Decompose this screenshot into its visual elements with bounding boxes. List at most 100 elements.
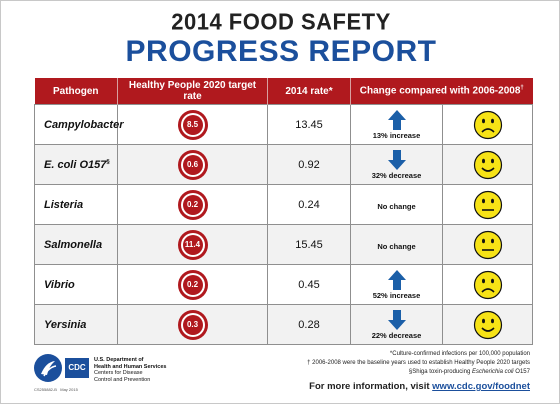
target-cell: 0.3 xyxy=(117,304,268,345)
pathogen-name: Campylobacter xyxy=(44,118,124,131)
pathogen-name: Vibrio xyxy=(44,278,75,291)
column-header-pathogen: Pathogen xyxy=(34,78,118,105)
dept-line-3: Centers for Disease xyxy=(94,370,143,376)
publication-code: CS255882-B May 2015 xyxy=(34,387,78,392)
footnote-3-suffix: O157 xyxy=(513,369,530,375)
title-line-1: 2014 FOOD SAFETY xyxy=(171,8,391,35)
target-rate: 0.2 xyxy=(182,274,203,295)
rate-cell: 13.45 xyxy=(267,104,351,145)
footnote-3-prefix: §Shiga toxin-producing xyxy=(408,369,472,375)
target-icon: 8.5 xyxy=(177,109,208,140)
neutral-face-icon xyxy=(473,190,502,219)
column-header-change-label: Change compared with 2006-2008 xyxy=(359,85,521,97)
pathogen-cell: Listeria xyxy=(34,184,118,225)
rate-cell: 0.28 xyxy=(267,304,351,345)
pathogen-cell: Campylobacter xyxy=(34,104,123,145)
foodnet-link[interactable]: www.cdc.gov/foodnet xyxy=(432,381,530,392)
hhs-logo-icon xyxy=(34,354,62,382)
target-cell: 0.2 xyxy=(117,264,268,305)
change-text: No change xyxy=(377,241,416,251)
target-rate: 0.6 xyxy=(182,154,203,175)
target-cell: 11.4 xyxy=(117,224,268,265)
happy-face-icon xyxy=(473,310,502,339)
rate-cell: 0.92 xyxy=(267,144,351,185)
dept-line-2: Health and Human Services xyxy=(94,363,167,370)
rate-value: 13.45 xyxy=(295,118,323,131)
target-rate: 0.2 xyxy=(182,194,203,215)
target-icon: 11.4 xyxy=(177,229,208,260)
pathogen-name: Yersinia xyxy=(44,318,87,331)
target-rate: 8.5 xyxy=(182,114,203,135)
table-row: E. coli O157§ 0.6 0.92 32% decrease xyxy=(34,144,533,185)
target-icon: 0.3 xyxy=(177,309,208,340)
change-cell: 22% decrease xyxy=(350,304,443,345)
column-header-target: Healthy People 2020 target rate xyxy=(117,78,268,105)
change-cell: 13% increase xyxy=(350,104,443,145)
footnote-2: † 2006-2008 were the baseline years used… xyxy=(307,360,530,366)
change-text: 52% increase xyxy=(372,291,421,300)
rate-cell: 0.24 xyxy=(267,184,351,225)
more-info: For more information, visit www.cdc.gov/… xyxy=(309,381,530,392)
change-text: 32% decrease xyxy=(371,171,422,180)
sad-face-icon xyxy=(473,110,502,139)
target-icon: 0.2 xyxy=(177,269,208,300)
more-info-prefix: For more information, visit xyxy=(309,381,433,392)
target-cell: 8.5 xyxy=(117,104,268,145)
target-icon: 0.6 xyxy=(177,149,208,180)
dept-line-4: Control and Prevention xyxy=(94,376,151,383)
rate-value: 0.92 xyxy=(298,158,320,171)
title-line-2: PROGRESS REPORT xyxy=(125,35,437,68)
pathogen-cell: E. coli O157§ xyxy=(34,144,118,185)
table-row: Vibrio 0.2 0.45 52% increase xyxy=(34,264,533,305)
dept-line-1: U.S. Department of xyxy=(94,357,144,363)
rate-value: 0.24 xyxy=(298,198,320,211)
target-cell: 0.2 xyxy=(117,184,268,225)
change-cell: 52% increase xyxy=(350,264,443,305)
rate-value: 15.45 xyxy=(295,238,323,251)
column-header-change: Change compared with 2006-2008† xyxy=(350,78,533,105)
target-rate: 0.3 xyxy=(182,314,203,335)
rate-cell: 0.45 xyxy=(267,264,351,305)
status-face-cell xyxy=(442,264,533,305)
rate-cell: 15.45 xyxy=(267,224,351,265)
pathogen-name: Salmonella xyxy=(44,238,103,251)
cdc-logo: CDC xyxy=(65,358,89,378)
arrow-up-icon xyxy=(387,270,406,290)
rate-value: 0.28 xyxy=(298,318,320,331)
change-text: No change xyxy=(377,201,416,211)
arrow-down-icon xyxy=(387,150,406,170)
change-cell: No change xyxy=(350,224,443,265)
status-face-cell xyxy=(442,144,533,185)
pathogen-name: E. coli O157 xyxy=(44,158,107,171)
table-row: Campylobacter 8.5 13.45 13% increase xyxy=(34,104,533,145)
publication-code-number: CS255882-B xyxy=(34,387,57,392)
table-header-row: Pathogen Healthy People 2020 target rate… xyxy=(34,78,533,105)
publication-date: May 2015 xyxy=(60,387,78,392)
footnote-3-italic: Escherichia coli xyxy=(471,369,514,375)
footnotes: *Culture-confirmed infections per 100,00… xyxy=(307,350,530,377)
change-text: 13% increase xyxy=(372,131,421,140)
pathogen-cell: Vibrio xyxy=(34,264,118,305)
column-header-rate: 2014 rate* xyxy=(267,78,351,105)
sad-face-icon xyxy=(473,270,502,299)
change-text: 22% decrease xyxy=(371,331,422,340)
footnote-3: §Shiga toxin-producing Escherichia coli … xyxy=(307,368,530,377)
change-cell: 32% decrease xyxy=(350,144,443,185)
target-icon: 0.2 xyxy=(177,189,208,220)
happy-face-icon xyxy=(473,150,502,179)
pathogen-footnote-mark: § xyxy=(106,158,110,165)
department-text: U.S. Department of Health and Human Serv… xyxy=(94,357,166,383)
target-cell: 0.6 xyxy=(117,144,268,185)
column-header-change-sup: † xyxy=(520,85,524,92)
rate-value: 0.45 xyxy=(298,278,320,291)
status-face-cell xyxy=(442,304,533,345)
progress-table: Pathogen Healthy People 2020 target rate… xyxy=(34,78,533,345)
pathogen-cell: Yersinia xyxy=(34,304,118,345)
arrow-up-icon xyxy=(387,110,406,130)
change-cell: No change xyxy=(350,184,443,225)
status-face-cell xyxy=(442,104,533,145)
arrow-down-icon xyxy=(387,310,406,330)
neutral-face-icon xyxy=(473,230,502,259)
status-face-cell xyxy=(442,224,533,265)
table-row: Yersinia 0.3 0.28 22% decrease xyxy=(34,304,533,345)
